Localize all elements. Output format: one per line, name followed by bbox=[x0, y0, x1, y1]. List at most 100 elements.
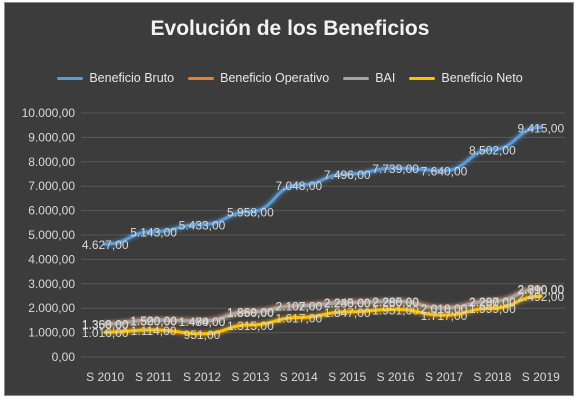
data-point bbox=[200, 332, 204, 336]
data-point bbox=[103, 242, 107, 246]
data-point bbox=[345, 172, 349, 176]
data-point bbox=[539, 294, 543, 298]
data-label: 5.433,00 bbox=[179, 218, 226, 232]
y-tick-label: 3.000,00 bbox=[28, 277, 75, 291]
data-label: 5.958,00 bbox=[227, 206, 274, 220]
data-label: 1.850,00 bbox=[227, 306, 274, 320]
data-point bbox=[103, 322, 107, 326]
data-point bbox=[297, 315, 301, 320]
x-tick-label: S 2017 bbox=[425, 370, 463, 384]
data-point bbox=[297, 304, 301, 308]
legend-label-beneficio-bruto: Beneficio Bruto bbox=[89, 71, 175, 85]
legend-swatch-beneficio-operativo bbox=[188, 76, 215, 80]
y-tick-label: 10.000,00 bbox=[22, 106, 76, 120]
x-tick-label: S 2010 bbox=[86, 370, 124, 384]
y-tick-label: 2.000,00 bbox=[28, 301, 75, 315]
data-label: 2.245,00 bbox=[324, 296, 371, 310]
data-point bbox=[539, 125, 543, 129]
y-tick-label: 4.000,00 bbox=[28, 252, 75, 266]
x-tick-label: S 2011 bbox=[135, 370, 172, 384]
data-label: 2.285,00 bbox=[372, 295, 419, 309]
series-line-bai bbox=[103, 287, 543, 326]
data-label: 2.010,00 bbox=[421, 302, 468, 316]
data-label: 1.999,00 bbox=[469, 302, 516, 316]
data-point bbox=[152, 318, 156, 322]
data-label: 4.627,00 bbox=[82, 238, 129, 252]
data-point bbox=[345, 310, 349, 314]
series-line-beneficio-bruto bbox=[103, 125, 543, 246]
data-point bbox=[297, 183, 301, 187]
data-label: 1.484,00 bbox=[179, 315, 226, 329]
data-label: 1.016,00 bbox=[82, 326, 129, 340]
data-point bbox=[248, 323, 252, 327]
data-point bbox=[490, 299, 494, 303]
x-tick-label: S 2016 bbox=[377, 370, 415, 384]
x-tick-label: S 2019 bbox=[522, 370, 560, 384]
y-tick-label: 0,00 bbox=[52, 350, 76, 364]
data-label: 1.363,00 bbox=[82, 318, 129, 332]
data-label: 1.951,00 bbox=[372, 303, 419, 317]
data-label: 2.790,00 bbox=[517, 283, 564, 297]
data-point bbox=[200, 222, 204, 227]
data-point bbox=[539, 287, 543, 291]
y-tick-label: 7.000,00 bbox=[28, 179, 75, 193]
data-label: 2.107,00 bbox=[275, 300, 322, 314]
y-tick-label: 1.000,00 bbox=[28, 326, 75, 340]
legend: Beneficio Bruto Beneficio Operativo BAI … bbox=[5, 69, 575, 87]
data-label: 1.617,00 bbox=[275, 312, 322, 326]
data-label: 1.500,00 bbox=[130, 314, 177, 328]
data-label: 9.415,00 bbox=[517, 121, 564, 135]
chart-title: Evolución de los Beneficios bbox=[150, 17, 430, 40]
legend-swatch-bai bbox=[343, 76, 370, 80]
data-label: 2.810,00 bbox=[517, 282, 564, 296]
data-point bbox=[394, 307, 398, 311]
data-point bbox=[152, 229, 156, 234]
data-label: 1.350,00 bbox=[82, 318, 129, 332]
y-tick-label: 5.000,00 bbox=[28, 228, 75, 242]
series-line-beneficio-neto bbox=[103, 294, 543, 336]
data-point bbox=[152, 328, 156, 332]
data-point bbox=[200, 319, 204, 323]
data-label: 2.102,00 bbox=[275, 300, 322, 314]
x-tick-label: S 2018 bbox=[473, 370, 511, 384]
legend-label-bai: BAI bbox=[375, 71, 396, 85]
y-tick-label: 8.000,00 bbox=[28, 155, 75, 169]
data-label: 8.502,00 bbox=[469, 144, 516, 158]
legend-label-beneficio-operativo: Beneficio Operativo bbox=[220, 71, 330, 85]
legend-swatch-beneficio-neto bbox=[409, 76, 436, 80]
y-tick-label: 6.000,00 bbox=[28, 204, 75, 218]
data-point bbox=[394, 166, 398, 170]
data-label: 7.048,00 bbox=[275, 179, 322, 193]
legend-item-beneficio-operativo: Beneficio Operativo bbox=[188, 69, 329, 87]
data-label: 1.315,00 bbox=[227, 319, 274, 333]
chart-frame: Evolución de los Beneficios Beneficio Br… bbox=[4, 2, 574, 396]
data-label: 1.847,00 bbox=[324, 306, 371, 320]
legend-label-beneficio-neto: Beneficio Neto bbox=[441, 71, 523, 85]
data-point bbox=[248, 310, 252, 314]
data-label: 7.496,00 bbox=[324, 168, 371, 182]
data-label: 2.280,00 bbox=[372, 295, 419, 309]
plot-area: 0,00 1.000,00 2.000,00 3.000,00 4.000,00 5.00… bbox=[22, 106, 565, 384]
legend-swatch-beneficio-bruto bbox=[57, 76, 84, 80]
data-label: 1.520,00 bbox=[130, 314, 177, 328]
data-label: 1.717,00 bbox=[421, 309, 468, 323]
data-point bbox=[442, 168, 446, 173]
legend-item-bai: BAI bbox=[343, 69, 395, 87]
legend-item-beneficio-bruto: Beneficio Bruto bbox=[57, 69, 174, 87]
data-point bbox=[490, 306, 494, 310]
y-tick-label: 9.000,00 bbox=[28, 130, 75, 144]
x-tick-label: S 2015 bbox=[328, 370, 366, 384]
data-point bbox=[442, 306, 446, 310]
data-label: 951,00 bbox=[184, 328, 221, 342]
data-point bbox=[345, 300, 349, 305]
data-point bbox=[103, 330, 107, 334]
data-point bbox=[490, 147, 494, 152]
data-label: 2.016,00 bbox=[421, 302, 468, 316]
data-label: 1.114,00 bbox=[131, 324, 177, 338]
data-point bbox=[394, 299, 398, 303]
data-label: 1.470,00 bbox=[179, 315, 226, 329]
x-tick-label: S 2013 bbox=[231, 370, 269, 384]
data-point bbox=[442, 313, 446, 317]
data-label: 2.492,00 bbox=[517, 290, 564, 304]
data-point bbox=[248, 210, 252, 214]
